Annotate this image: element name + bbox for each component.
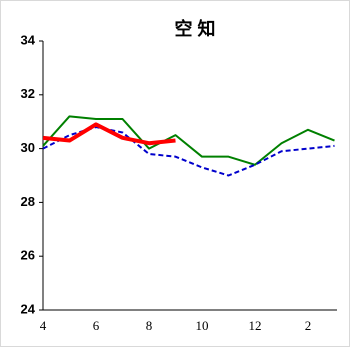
y-tick-label: 26 [21, 248, 35, 263]
x-tick-label: 4 [40, 318, 47, 333]
x-tick-label: 12 [249, 318, 262, 333]
series-line [42, 122, 176, 146]
x-tick-label: 6 [93, 318, 100, 333]
y-tick-label: 32 [21, 86, 35, 101]
y-tick-label: 24 [21, 301, 36, 316]
y-tick-label: 30 [21, 140, 35, 155]
x-tick-label: 8 [146, 318, 153, 333]
chart-title: 空 知 [174, 18, 215, 39]
x-tick-label: 2 [305, 318, 312, 333]
series-line [42, 115, 335, 166]
y-tick-label: 28 [21, 194, 35, 209]
x-tick-label: 10 [196, 318, 209, 333]
y-tick-label: 34 [21, 32, 36, 47]
